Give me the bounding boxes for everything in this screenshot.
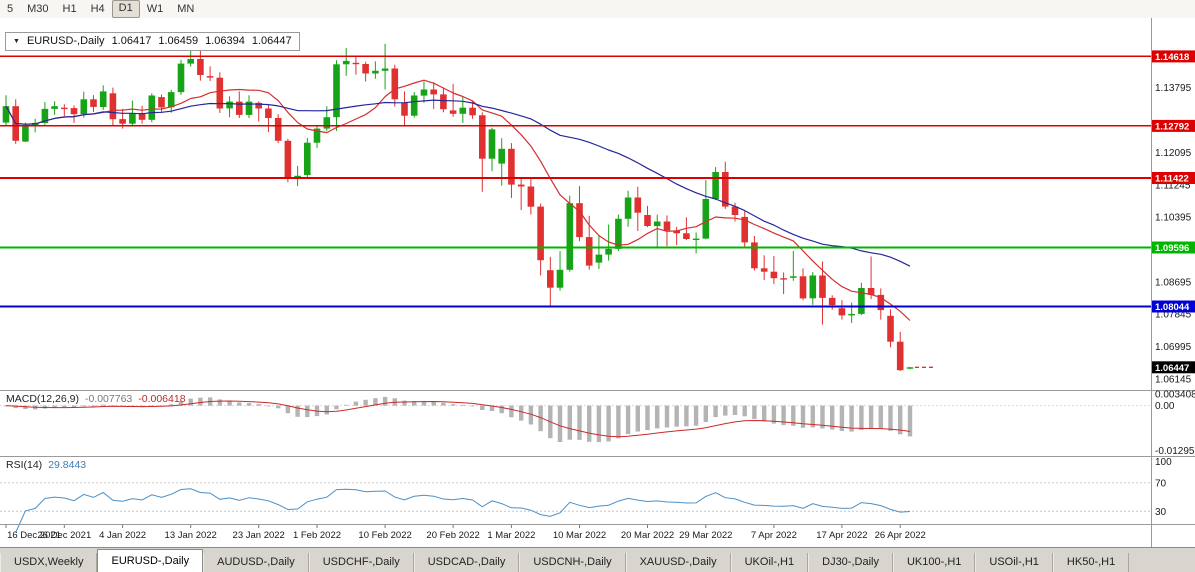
svg-text:1.12095: 1.12095 [1155, 148, 1192, 159]
macd-value-signal: -0.006418 [138, 393, 186, 405]
chevron-down-icon: ▼ [13, 37, 20, 45]
quote-close: 1.06447 [251, 35, 292, 47]
svg-text:17 Apr 2022: 17 Apr 2022 [816, 530, 867, 541]
tab-ukoil-h1[interactable]: UKOil-,H1 [730, 553, 809, 572]
svg-text:20 Feb 2022: 20 Feb 2022 [426, 530, 479, 541]
tab-eurusd-daily[interactable]: EURUSD-,Daily [97, 549, 204, 572]
current-price-badge: 1.06447 [1152, 361, 1195, 374]
svg-text:1.06447: 1.06447 [1155, 363, 1189, 374]
svg-text:7 Apr 2022: 7 Apr 2022 [751, 530, 797, 541]
macd-histogram [3, 396, 913, 443]
svg-text:1.13795: 1.13795 [1155, 83, 1192, 94]
timeframe-button-mn[interactable]: MN [177, 3, 195, 15]
chart-symbol-label: EURUSD-,Daily [26, 35, 105, 47]
price-axis-labels: 1.13795 1.12095 1.11245 1.10395 1.08695 1.078… [1155, 83, 1192, 385]
timeframe-toolbar: 5 M30 H1 H4 D1 W1 MN [0, 0, 1195, 19]
timeframe-button-m30[interactable]: M30 [27, 3, 49, 15]
tab-usoil-h1[interactable]: USOil-,H1 [975, 553, 1053, 572]
svg-text:1.06145: 1.06145 [1155, 374, 1192, 385]
svg-text:1.06995: 1.06995 [1155, 342, 1192, 353]
svg-text:1.08695: 1.08695 [1155, 277, 1192, 288]
tab-xauusd-daily[interactable]: XAUUSD-,Daily [625, 553, 731, 572]
svg-text:1.11245: 1.11245 [1155, 180, 1191, 191]
svg-text:29 Mar 2022: 29 Mar 2022 [679, 530, 732, 541]
svg-text:1.10395: 1.10395 [1155, 213, 1192, 224]
svg-text:1 Mar 2022: 1 Mar 2022 [487, 530, 535, 541]
svg-text:0.003408: 0.003408 [1155, 389, 1195, 400]
svg-text:26 Dec 2021: 26 Dec 2021 [37, 530, 91, 541]
chart-area[interactable]: 1.13795 1.12095 1.11245 1.10395 1.08695 1.078… [0, 18, 1195, 548]
quote-open: 1.06417 [111, 35, 152, 47]
svg-text:-0.012958: -0.012958 [1155, 446, 1195, 457]
svg-text:20 Mar 2022: 20 Mar 2022 [621, 530, 674, 541]
price-badge-1.14618: 1.14618 [1152, 50, 1195, 63]
svg-text:1.12792: 1.12792 [1155, 121, 1189, 132]
chart-title-box[interactable]: ▼ EURUSD-,Daily 1.06417 1.06459 1.06394 … [5, 32, 300, 51]
svg-text:13 Jan 2022: 13 Jan 2022 [165, 530, 217, 541]
tab-usdchf-daily[interactable]: USDCHF-,Daily [308, 553, 414, 572]
macd-signal-line [5, 400, 911, 438]
tab-usdcad-daily[interactable]: USDCAD-,Daily [413, 553, 520, 572]
timeframe-button-h4[interactable]: H4 [90, 3, 105, 15]
candles [2, 43, 914, 371]
price-badge-1.09596: 1.09596 [1152, 241, 1195, 254]
price-badge-1.08044: 1.08044 [1152, 300, 1195, 313]
svg-text:1.11422: 1.11422 [1155, 174, 1189, 185]
tab-dj30-daily[interactable]: DJ30-,Daily [808, 553, 893, 572]
timeframe-button-h1[interactable]: H1 [62, 3, 77, 15]
svg-text:10 Mar 2022: 10 Mar 2022 [553, 530, 606, 541]
svg-text:100: 100 [1155, 457, 1172, 468]
rsi-axis-labels: 100 70 30 [1155, 457, 1172, 518]
svg-text:0.00: 0.00 [1155, 401, 1175, 412]
tab-usdx-weekly[interactable]: USDX,Weekly [0, 553, 98, 572]
timeframe-button-5[interactable]: 5 [7, 3, 14, 15]
ma-fast-line [5, 79, 911, 321]
svg-text:1.14618: 1.14618 [1155, 52, 1189, 63]
macd-name: MACD(12,26,9) [6, 393, 79, 405]
svg-text:26 Apr 2022: 26 Apr 2022 [875, 530, 926, 541]
tab-hk50-h1[interactable]: HK50-,H1 [1052, 553, 1130, 572]
rsi-value: 29.8443 [48, 459, 87, 471]
symbol-tabbar: USDX,Weekly EURUSD-,Daily AUDUSD-,Daily USD… [0, 547, 1195, 572]
chart-canvas[interactable]: 1.13795 1.12095 1.11245 1.10395 1.08695 1.078… [0, 18, 1195, 548]
svg-text:1.08044: 1.08044 [1155, 302, 1190, 313]
svg-text:1.07845: 1.07845 [1155, 310, 1192, 321]
rsi-indicator-label: RSI(14) 29.8443 [6, 459, 86, 471]
macd-indicator-label: MACD(12,26,9) -0.007763 -0.006418 [6, 393, 186, 405]
svg-text:30: 30 [1155, 507, 1167, 518]
quote-high: 1.06459 [158, 35, 199, 47]
timeframe-button-w1[interactable]: W1 [146, 3, 164, 15]
price-badge-1.12792: 1.12792 [1152, 119, 1195, 132]
rsi-name: RSI(14) [6, 459, 43, 471]
macd-value-main: -0.007763 [84, 393, 133, 405]
svg-text:4 Jan 2022: 4 Jan 2022 [99, 530, 146, 541]
svg-text:1 Feb 2022: 1 Feb 2022 [293, 530, 341, 541]
svg-text:10 Feb 2022: 10 Feb 2022 [358, 530, 411, 541]
quote-low: 1.06394 [205, 35, 245, 47]
ma-slow-line [5, 99, 911, 267]
tab-audusd-daily[interactable]: AUDUSD-,Daily [203, 553, 309, 572]
price-badge-1.11422: 1.11422 [1152, 172, 1195, 185]
tab-uk100-h1[interactable]: UK100-,H1 [892, 553, 976, 572]
svg-text:1.09596: 1.09596 [1155, 243, 1189, 254]
svg-text:16 Dec 2021: 16 Dec 2021 [7, 530, 61, 541]
rsi-line [15, 488, 911, 533]
svg-text:70: 70 [1155, 478, 1167, 489]
tab-usdcnh-daily[interactable]: USDCNH-,Daily [519, 553, 626, 572]
svg-text:23 Jan 2022: 23 Jan 2022 [233, 530, 285, 541]
timeframe-button-d1[interactable]: D1 [111, 0, 140, 18]
